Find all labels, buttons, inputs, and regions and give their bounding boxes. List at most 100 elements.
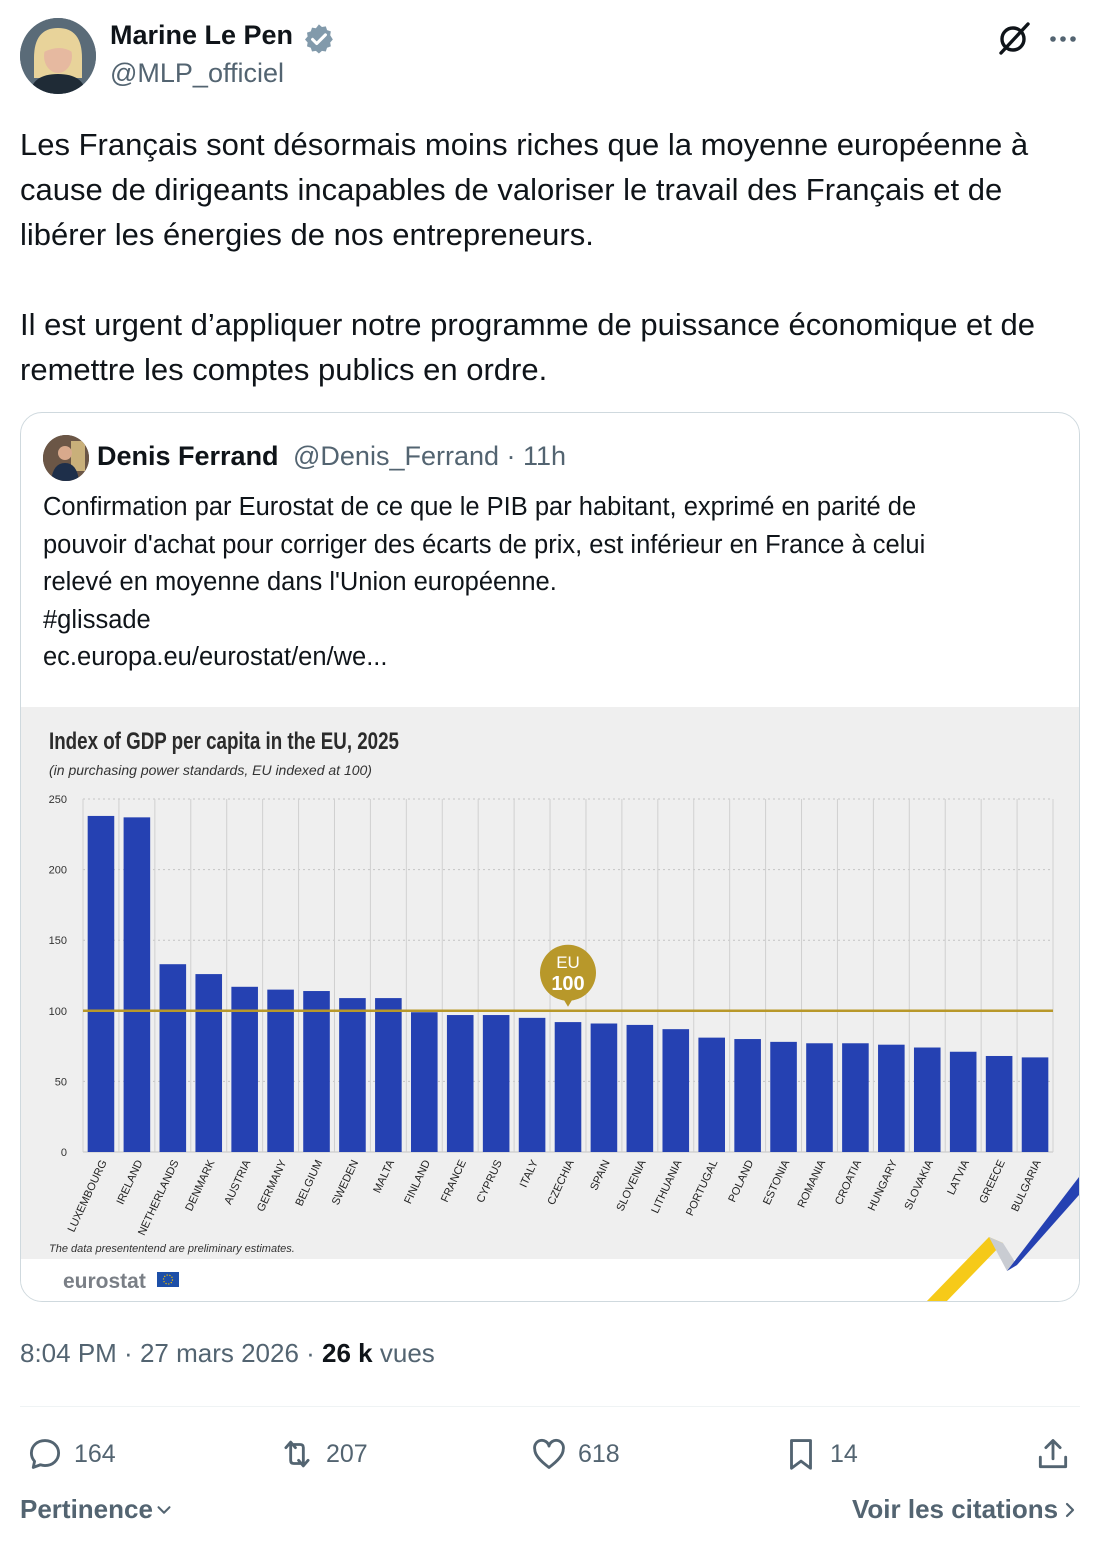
repost-icon	[284, 1440, 310, 1468]
bar-lithuania	[662, 1029, 690, 1152]
x-tick-label: GERMANY	[255, 1158, 290, 1214]
x-tick-label: PORTUGAL	[684, 1158, 720, 1218]
x-tick-label: SWEDEN	[330, 1158, 361, 1207]
views-label: vues	[379, 1338, 435, 1368]
bookmark-button[interactable]: 14	[782, 1432, 858, 1476]
x-tick-label: SLOVAKIA	[902, 1158, 936, 1212]
bar-slovakia	[913, 1047, 941, 1152]
bar-croatia	[842, 1043, 869, 1152]
x-tick-label: LATVIA	[945, 1158, 972, 1197]
verified-badge-icon	[303, 23, 335, 55]
x-tick-label: IRELAND	[115, 1158, 146, 1206]
bar-czechia	[554, 1022, 582, 1152]
x-tick-label: HUNGARY	[866, 1158, 900, 1213]
x-tick-label: ESTONIA	[761, 1158, 792, 1207]
heart-icon	[533, 1438, 565, 1469]
bar-finland	[411, 1012, 438, 1152]
x-tick-label: LITHUANIA	[649, 1158, 684, 1216]
y-tick-label: 250	[49, 794, 67, 806]
bar-latvia	[949, 1051, 977, 1152]
quoted-text-line: relevé en moyenne dans l'Union européenn…	[43, 568, 557, 596]
bookmark-icon	[790, 1439, 812, 1470]
x-tick-label: SLOVENIA	[614, 1158, 648, 1214]
bar-ireland	[123, 817, 151, 1152]
actions-divider	[20, 1406, 1080, 1407]
author-name[interactable]: Marine Le Pen	[110, 20, 294, 50]
x-tick-label: CROATIA	[833, 1158, 864, 1207]
x-tick-label: CZECHIA	[545, 1158, 577, 1207]
chevron-right-icon	[1066, 1502, 1075, 1517]
x-tick-label: CYPRUS	[475, 1158, 505, 1205]
quoted-post-card[interactable]: Denis Ferrand @Denis_Ferrand · 11h Confi…	[20, 412, 1080, 1302]
x-tick-label: POLAND	[726, 1158, 756, 1204]
more-options-icon[interactable]	[1046, 24, 1080, 54]
like-button[interactable]: 618	[530, 1432, 620, 1476]
share-button[interactable]	[1034, 1432, 1082, 1476]
x-tick-label: BULGARIA	[1009, 1158, 1044, 1214]
y-tick-label: 50	[55, 1076, 67, 1088]
chart-image[interactable]: Index of GDP per capita in the EU, 2025 …	[21, 707, 1079, 1301]
chart-subtitle: (in purchasing power standards, EU index…	[49, 762, 372, 778]
y-tick-label: 150	[49, 935, 67, 947]
eu-badge-value: 100	[551, 973, 584, 995]
bar-italy	[518, 1017, 546, 1152]
chart-title: Index of GDP per capita in the EU, 2025	[49, 728, 399, 755]
view-quotes-link[interactable]: Voir les citations	[852, 1494, 1082, 1525]
bar-malta	[375, 998, 402, 1152]
reply-count: 164	[74, 1439, 116, 1468]
post-time: 8:04 PM	[20, 1338, 117, 1368]
quoted-author-meta: @Denis_Ferrand · 11h	[293, 441, 567, 471]
quoted-author-handle: @Denis_Ferrand	[293, 441, 499, 471]
eurostat-logo: eurostat	[63, 1270, 146, 1293]
post-timestamp[interactable]: 8:04 PM · 27 mars 2026 · 26 k vues	[20, 1338, 435, 1368]
bar-greece	[985, 1055, 1013, 1152]
bar-bulgaria	[1021, 1057, 1049, 1152]
bar-poland	[734, 1039, 761, 1152]
author-handle[interactable]: @MLP_officiel	[110, 58, 284, 88]
hashtag-link[interactable]: #glissade	[43, 605, 151, 634]
author-avatar[interactable]	[20, 18, 96, 94]
x-tick-label: GREECE	[977, 1158, 1008, 1205]
bar-slovenia	[626, 1024, 654, 1152]
quoted-text-line: pouvoir d'achat pour corriger des écarts…	[43, 530, 926, 559]
quoted-post-text: Confirmation par Eurostat de ce que le P…	[43, 489, 1053, 677]
x-tick-label: AUSTRIA	[222, 1158, 253, 1207]
bar-luxembourg	[87, 815, 115, 1152]
bar-france	[446, 1015, 474, 1152]
sort-label: Pertinence	[20, 1494, 153, 1524]
x-tick-label: SPAIN	[588, 1158, 613, 1192]
x-tick-label: MALTA	[371, 1158, 397, 1195]
bookmark-count: 14	[830, 1439, 858, 1468]
like-count: 618	[578, 1439, 620, 1468]
bar-hungary	[878, 1044, 905, 1152]
sort-dropdown[interactable]: Pertinence	[20, 1494, 175, 1525]
gdp-bar-chart: Index of GDP per capita in the EU, 2025 …	[21, 728, 1079, 1301]
chevron-down-icon	[157, 1505, 171, 1514]
eu-reference-badge: EU 100	[540, 944, 596, 1007]
bar-romania	[806, 1043, 833, 1152]
url-link[interactable]: ec.europa.eu/eurostat/en/we...	[43, 643, 388, 671]
eurostat-ribbon-graphic	[926, 1177, 1079, 1301]
views-count: 26 k	[322, 1338, 373, 1368]
post-date: 27 mars 2026	[139, 1338, 299, 1368]
x-tick-label: BELGIUM	[293, 1158, 325, 1208]
bar-sweden	[339, 998, 366, 1152]
repost-count: 207	[326, 1439, 368, 1468]
x-tick-label: ITALY	[518, 1158, 541, 1190]
bar-denmark	[195, 974, 223, 1152]
x-tick-label: FINLAND	[402, 1158, 433, 1206]
bar-germany	[267, 989, 294, 1152]
quoted-author-avatar	[43, 435, 89, 481]
repost-button[interactable]: 207	[278, 1432, 368, 1476]
eu-flag-icon	[157, 1272, 179, 1287]
eu-badge-circle	[540, 944, 596, 1001]
quoted-text-line: Confirmation par Eurostat de ce que le P…	[43, 493, 917, 521]
view-quotes-label: Voir les citations	[852, 1494, 1059, 1524]
reply-button[interactable]: 164	[26, 1432, 116, 1476]
x-tick-label: NETHERLANDS	[136, 1158, 181, 1237]
bar-belgium	[303, 991, 330, 1152]
bar-spain	[590, 1023, 618, 1152]
y-tick-label: 100	[49, 1006, 67, 1018]
grok-icon[interactable]	[996, 20, 1032, 56]
x-tick-label: ROMANIA	[796, 1158, 829, 1210]
